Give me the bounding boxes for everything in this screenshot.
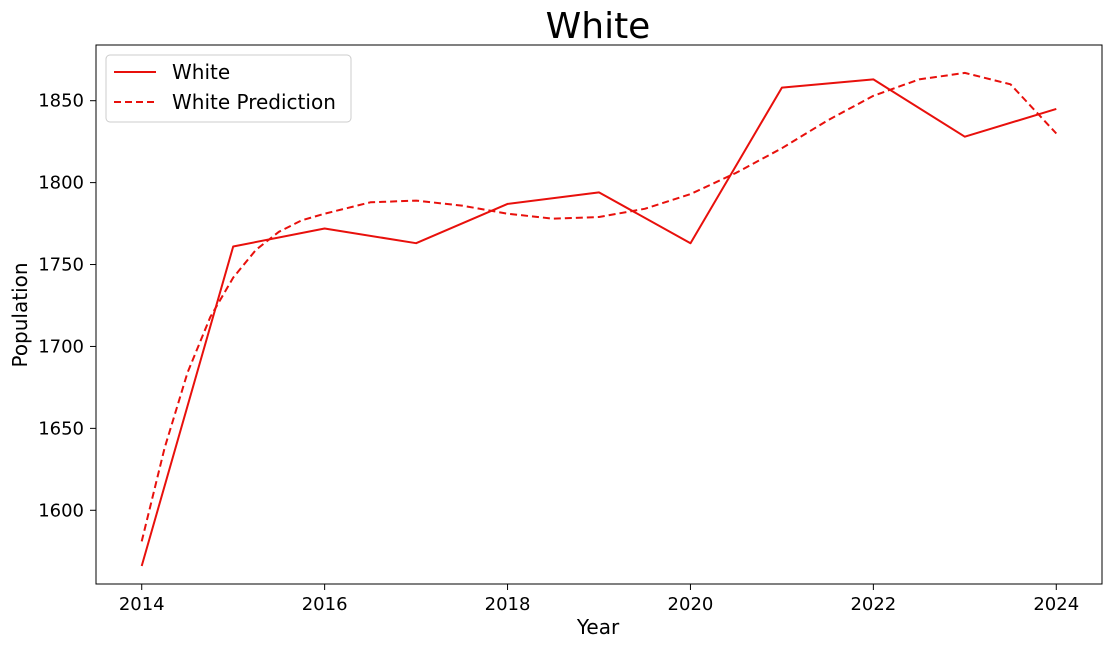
x-tick-label: 2016	[302, 594, 348, 615]
chart-title: White	[546, 6, 651, 47]
legend-label-white: White	[172, 60, 230, 84]
y-tick-label: 1750	[38, 255, 84, 276]
actual-series-line	[140, 78, 1057, 567]
y-tick-label: 1700	[38, 336, 84, 357]
y-tick-label: 1650	[38, 418, 84, 439]
y-tick-label: 1600	[38, 500, 84, 521]
y-axis: 1600 1650 1700 1750 1800 1850	[38, 91, 96, 521]
series-layer	[140, 71, 1058, 567]
x-axis-label: Year	[576, 615, 620, 639]
legend-label-white-prediction: White Prediction	[172, 90, 336, 114]
legend-box	[105, 54, 352, 123]
plot-area	[95, 44, 1103, 585]
prediction-series-line	[140, 71, 1058, 542]
x-tick-label: 2020	[668, 594, 714, 615]
y-tick-label: 1800	[38, 173, 84, 194]
legend: White White Prediction	[105, 54, 352, 123]
x-tick-label: 2022	[850, 594, 896, 615]
x-tick-label: 2024	[1033, 594, 1079, 615]
y-axis-label: Population	[8, 262, 32, 367]
x-tick-label: 2018	[485, 594, 531, 615]
x-axis: 2014 2016 2018 2020 2022 2024	[119, 584, 1079, 615]
y-tick-label: 1850	[38, 91, 84, 112]
x-tick-label: 2014	[119, 594, 165, 615]
